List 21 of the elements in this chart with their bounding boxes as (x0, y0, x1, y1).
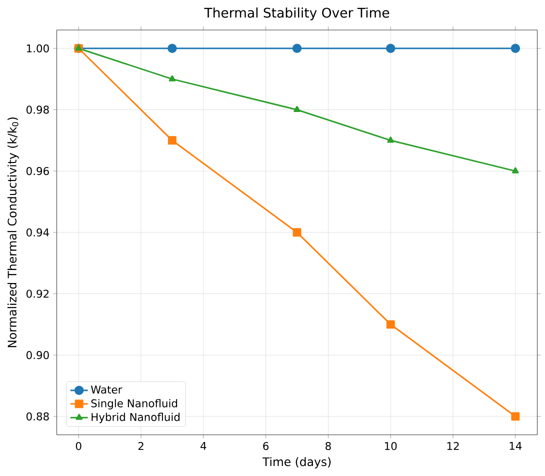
x-tick-label: 10 (384, 442, 397, 450)
x-tick-label: 8 (326, 442, 331, 450)
y-tick-label: 0.94 (26, 228, 49, 237)
legend-label: Single Nanofluid (91, 399, 178, 410)
legend-label: Water (90, 386, 122, 394)
y-tick-label: 0.96 (26, 167, 49, 176)
legend-label: Hybrid Nanofluid (92, 412, 180, 424)
x-tick-label: 6 (263, 442, 269, 450)
x-tick-label: 0 (76, 442, 82, 450)
y-axis-title: Normalized Thermal Conductivity (k/k$_{0}$) (7, 118, 19, 348)
y-tick-label: 0.90 (26, 351, 49, 360)
x-tick-label: 2 (138, 442, 144, 450)
x-tick-label: 14 (510, 442, 522, 450)
chart-title: Thermal Stability Over Time (204, 8, 390, 20)
y-tick-label: 0.98 (26, 106, 49, 114)
y-tick-label: 1.00 (26, 44, 49, 52)
y-tick-label: 0.92 (26, 290, 49, 298)
x-tick-label: 4 (200, 442, 206, 450)
y-tick-label: 0.88 (26, 412, 49, 421)
x-axis-title: Time (days) (262, 457, 331, 468)
x-tick-label: 12 (447, 442, 459, 450)
